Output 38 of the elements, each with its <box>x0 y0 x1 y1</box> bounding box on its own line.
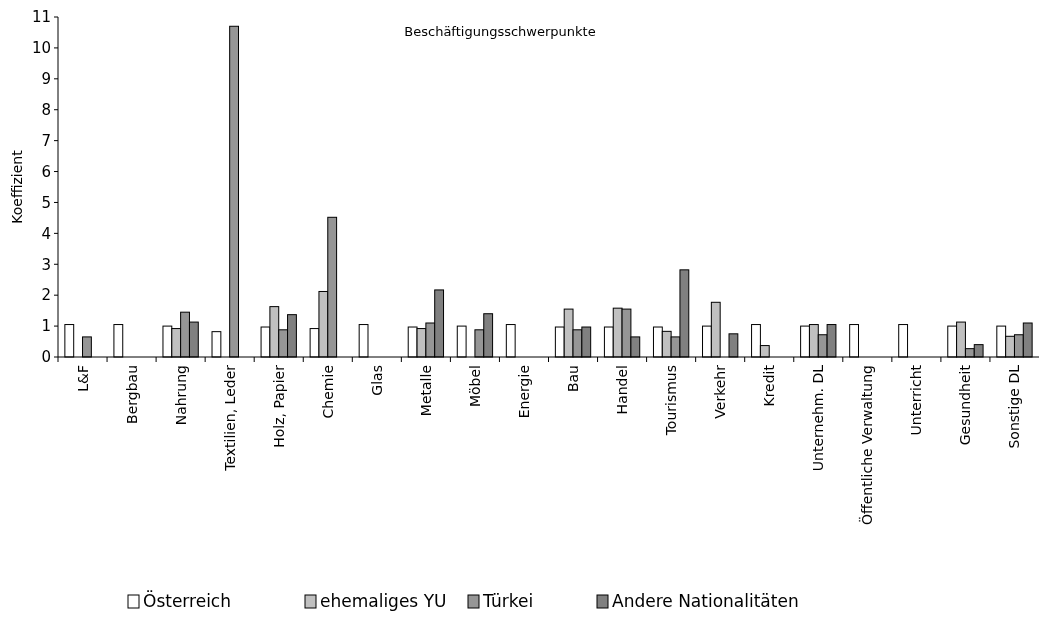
x-tick-label: L&F <box>74 365 91 392</box>
x-tick-label: Unternehm. DL <box>810 364 827 472</box>
y-tick-label: 3 <box>41 255 51 274</box>
x-tick-label: Energie <box>515 365 532 419</box>
y-tick-label: 6 <box>41 162 51 181</box>
x-tick-label: Gesundheit <box>957 364 974 446</box>
x-tick-label: Sonstige DL <box>1006 364 1023 449</box>
y-tick-label: 7 <box>41 131 51 150</box>
x-tick-label: Verkehr <box>712 364 729 419</box>
y-tick-label: 9 <box>41 70 51 89</box>
y-tick-label: 0 <box>41 348 51 367</box>
y-tick-label: 10 <box>31 39 51 58</box>
y-tick-label: 11 <box>31 8 51 27</box>
x-tick-label: Textilien, Leder <box>221 364 238 472</box>
text: Beschäftigungsschwerpunkte <box>404 24 596 39</box>
y-tick-label: 5 <box>41 193 51 212</box>
y-tick-label: 4 <box>41 224 51 243</box>
x-tick-label: Möbel <box>466 365 483 408</box>
y-tick-label: 2 <box>41 286 51 305</box>
x-tick-label: Öffentliche Verwaltung <box>858 365 876 525</box>
y-axis-title: Koeffizient <box>9 149 25 224</box>
legend-label: Österreich <box>143 590 231 611</box>
x-tick-label: Bergbau <box>123 365 140 424</box>
legend-label: ehemaliges YU <box>320 591 447 611</box>
x-tick-label: Glas <box>368 365 385 396</box>
x-tick-label: Chemie <box>319 365 336 419</box>
y-tick-label: 1 <box>41 317 51 336</box>
x-tick-label: Tourismus <box>663 365 680 437</box>
x-tick-label: Metalle <box>417 365 434 417</box>
x-tick-label: Nahrung <box>172 365 189 426</box>
x-tick-label: Kredit <box>761 364 778 407</box>
x-tick-label: Handel <box>614 365 631 415</box>
x-tick-label: Holz, Papier <box>270 364 287 448</box>
legend-label: Andere Nationalitäten <box>612 591 799 611</box>
x-tick-label: Bau <box>565 365 582 393</box>
legend-label: Türkei <box>482 591 534 611</box>
y-tick-label: 8 <box>41 100 51 119</box>
x-tick-label: Unterricht <box>908 364 925 436</box>
